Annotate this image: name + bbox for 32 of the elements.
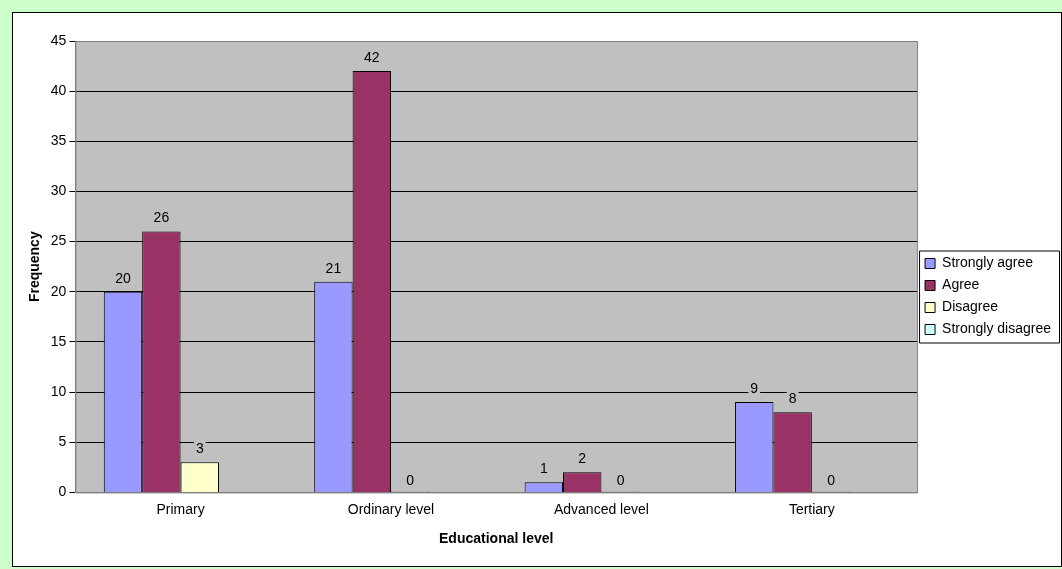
x-tick-label: Tertiary	[788, 500, 835, 517]
x-tick-label: Advanced level	[553, 500, 649, 517]
y-tick-label: 15	[50, 332, 67, 349]
data-label: 1	[539, 460, 548, 477]
data-label: 0	[827, 472, 836, 489]
data-label: 20	[115, 269, 131, 286]
data-label: 26	[153, 209, 170, 226]
y-tick-label: 5	[58, 433, 67, 450]
data-label: 42	[364, 48, 380, 65]
data-label: 9	[750, 379, 759, 396]
legend-label: Strongly disagree	[942, 320, 1052, 337]
y-tick-label: 40	[50, 82, 67, 99]
data-label: 21	[325, 259, 342, 276]
data-label: 8	[788, 390, 797, 407]
y-axis-title: Frequency	[26, 231, 43, 303]
data-label: 0	[616, 472, 625, 489]
legend-label: Disagree	[942, 298, 999, 315]
legend-label: Strongly agree	[942, 254, 1034, 271]
y-tick-label: 10	[50, 382, 67, 399]
data-label: 2	[578, 450, 587, 467]
x-tick-label: Primary	[156, 500, 205, 517]
legend-label: Agree	[942, 276, 980, 293]
y-tick-label: 45	[50, 31, 67, 48]
y-tick-label: 0	[58, 483, 67, 500]
data-label: 3	[195, 440, 204, 457]
x-tick-label: Ordinary level	[347, 500, 435, 517]
data-label: 0	[406, 472, 415, 489]
y-tick-label: 25	[50, 232, 67, 249]
y-tick-label: 20	[50, 282, 67, 299]
x-axis-title: Educational level	[439, 530, 554, 547]
y-tick-label: 30	[50, 182, 67, 199]
y-tick-label: 35	[50, 132, 67, 149]
